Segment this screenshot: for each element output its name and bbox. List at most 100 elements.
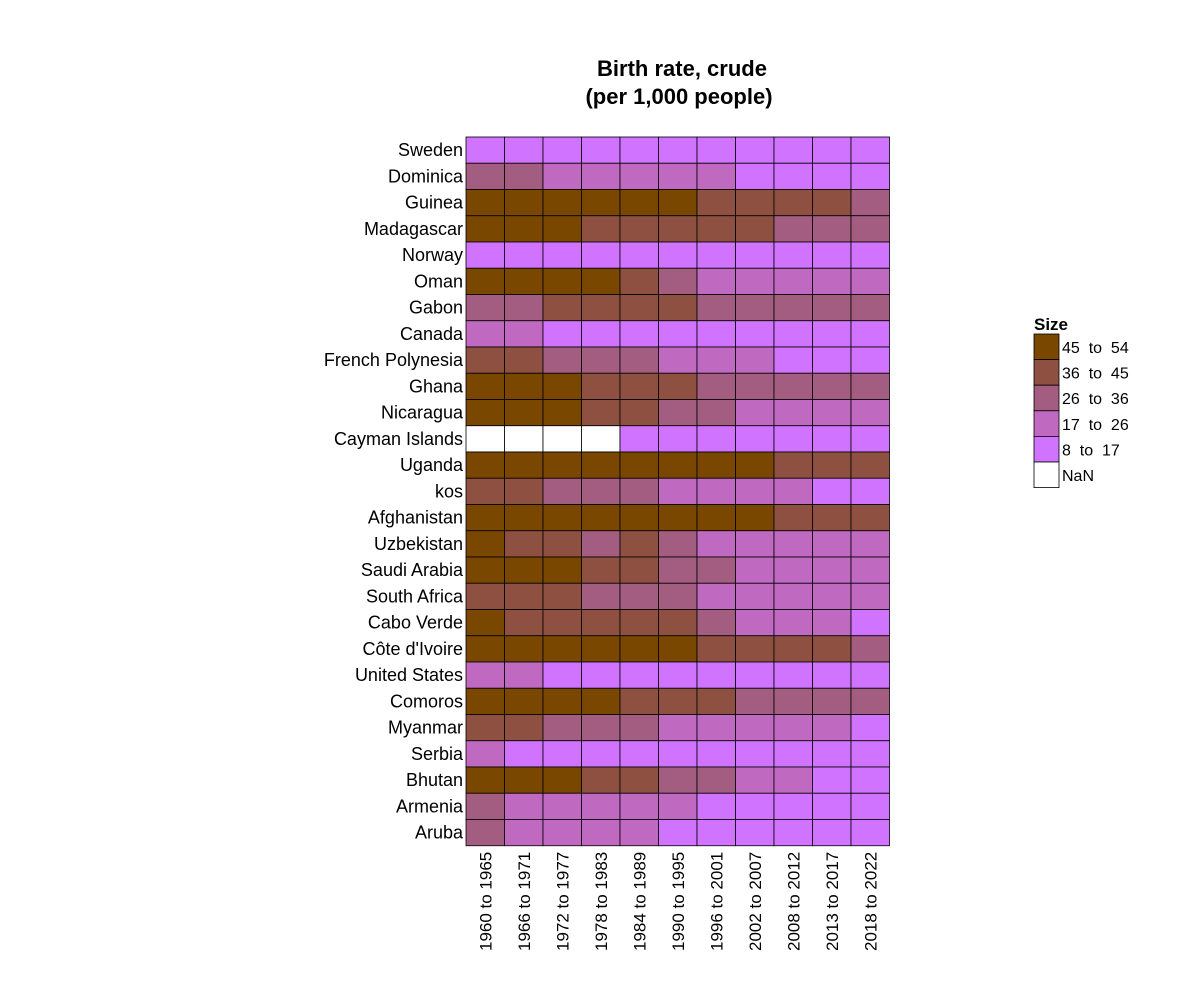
heatmap-cell	[581, 136, 621, 164]
heatmap-cell	[812, 582, 852, 610]
heatmap-cell	[619, 294, 659, 322]
heatmap-cell	[619, 609, 659, 637]
heatmap-cell	[465, 294, 505, 322]
legend-swatch	[1033, 461, 1060, 489]
heatmap-cell	[619, 215, 659, 243]
heatmap-cell	[465, 582, 505, 610]
heatmap-cell	[812, 425, 852, 453]
heatmap-cell	[658, 451, 698, 479]
heatmap-cell	[658, 399, 698, 427]
heatmap-cell	[850, 162, 890, 190]
heatmap-cell	[581, 267, 621, 295]
heatmap-cell	[619, 372, 659, 400]
heatmap-cell	[542, 740, 582, 768]
heatmap-cell	[542, 687, 582, 715]
heatmap-cell	[619, 714, 659, 742]
heatmap-cell	[773, 189, 813, 217]
heatmap-cell	[504, 372, 544, 400]
heatmap-cell	[619, 136, 659, 164]
heatmap-cell	[581, 241, 621, 269]
heatmap-cell	[696, 714, 736, 742]
heatmap-cell	[619, 504, 659, 532]
heatmap-cell	[504, 687, 544, 715]
heatmap-cell	[773, 215, 813, 243]
heatmap-cell	[504, 582, 544, 610]
heatmap-cell	[696, 740, 736, 768]
heatmap-cell	[696, 635, 736, 663]
heatmap-cell	[619, 189, 659, 217]
heatmap-cell	[619, 740, 659, 768]
heatmap-cell	[504, 766, 544, 794]
heatmap-cell	[504, 740, 544, 768]
row-label: Aruba	[415, 823, 464, 843]
heatmap-cell	[812, 714, 852, 742]
heatmap-cell	[773, 740, 813, 768]
heatmap-cell	[850, 819, 890, 847]
heatmap-cell	[465, 609, 505, 637]
heatmap-cell	[504, 792, 544, 820]
row-label: Norway	[402, 245, 463, 265]
heatmap-cell	[773, 346, 813, 374]
heatmap-cell	[581, 714, 621, 742]
column-label: 1978 to 1983	[592, 852, 611, 951]
heatmap-cell	[696, 530, 736, 558]
heatmap-cell	[504, 661, 544, 689]
heatmap-cell	[812, 320, 852, 348]
heatmap-cell	[658, 189, 698, 217]
heatmap-cell	[696, 215, 736, 243]
heatmap-cell	[581, 687, 621, 715]
heatmap-cell	[850, 346, 890, 374]
heatmap-cell	[504, 346, 544, 374]
heatmap-cell	[581, 766, 621, 794]
heatmap-cell	[850, 740, 890, 768]
column-label: 1972 to 1977	[553, 852, 572, 951]
heatmap-cell	[696, 792, 736, 820]
heatmap-cell	[735, 215, 775, 243]
heatmap-cell	[773, 425, 813, 453]
heatmap-cell	[658, 372, 698, 400]
heatmap-cell	[658, 714, 698, 742]
row-label: United States	[355, 665, 463, 685]
heatmap-cell	[465, 425, 505, 453]
legend-swatch	[1033, 410, 1060, 437]
heatmap-cell	[542, 241, 582, 269]
heatmap-cell	[581, 372, 621, 400]
heatmap-cell	[850, 661, 890, 689]
heatmap-cell	[465, 819, 505, 847]
heatmap-cell	[812, 556, 852, 584]
row-label: Canada	[400, 324, 464, 344]
row-label: Dominica	[388, 166, 464, 186]
heatmap-cell	[812, 819, 852, 847]
row-label: Bhutan	[406, 770, 463, 790]
heatmap-cell	[735, 582, 775, 610]
heatmap-cell	[850, 635, 890, 663]
heatmap-cell	[735, 136, 775, 164]
heatmap-cell	[465, 346, 505, 374]
row-label: Cabo Verde	[368, 613, 463, 633]
heatmap-cell	[581, 582, 621, 610]
row-label: Uzbekistan	[374, 534, 463, 554]
heatmap-cell	[504, 320, 544, 348]
heatmap-cell	[658, 819, 698, 847]
row-label: Saudi Arabia	[361, 560, 464, 580]
heatmap-cell	[465, 189, 505, 217]
heatmap-cell	[812, 477, 852, 505]
heatmap-cell	[542, 792, 582, 820]
heatmap-cell	[773, 819, 813, 847]
heatmap-cell	[581, 792, 621, 820]
heatmap-cell	[465, 267, 505, 295]
heatmap-cell	[658, 162, 698, 190]
row-label: Nicaragua	[381, 403, 464, 423]
heatmap-cell	[542, 294, 582, 322]
heatmap-cell	[465, 320, 505, 348]
heatmap-cell	[696, 766, 736, 794]
legend-label: NaN	[1062, 468, 1094, 485]
heatmap-cell	[735, 241, 775, 269]
heatmap-cell	[542, 320, 582, 348]
heatmap-cell	[735, 346, 775, 374]
heatmap-cell	[581, 477, 621, 505]
heatmap-cell	[735, 425, 775, 453]
row-label: Afghanistan	[368, 508, 463, 528]
heatmap-cell	[465, 766, 505, 794]
